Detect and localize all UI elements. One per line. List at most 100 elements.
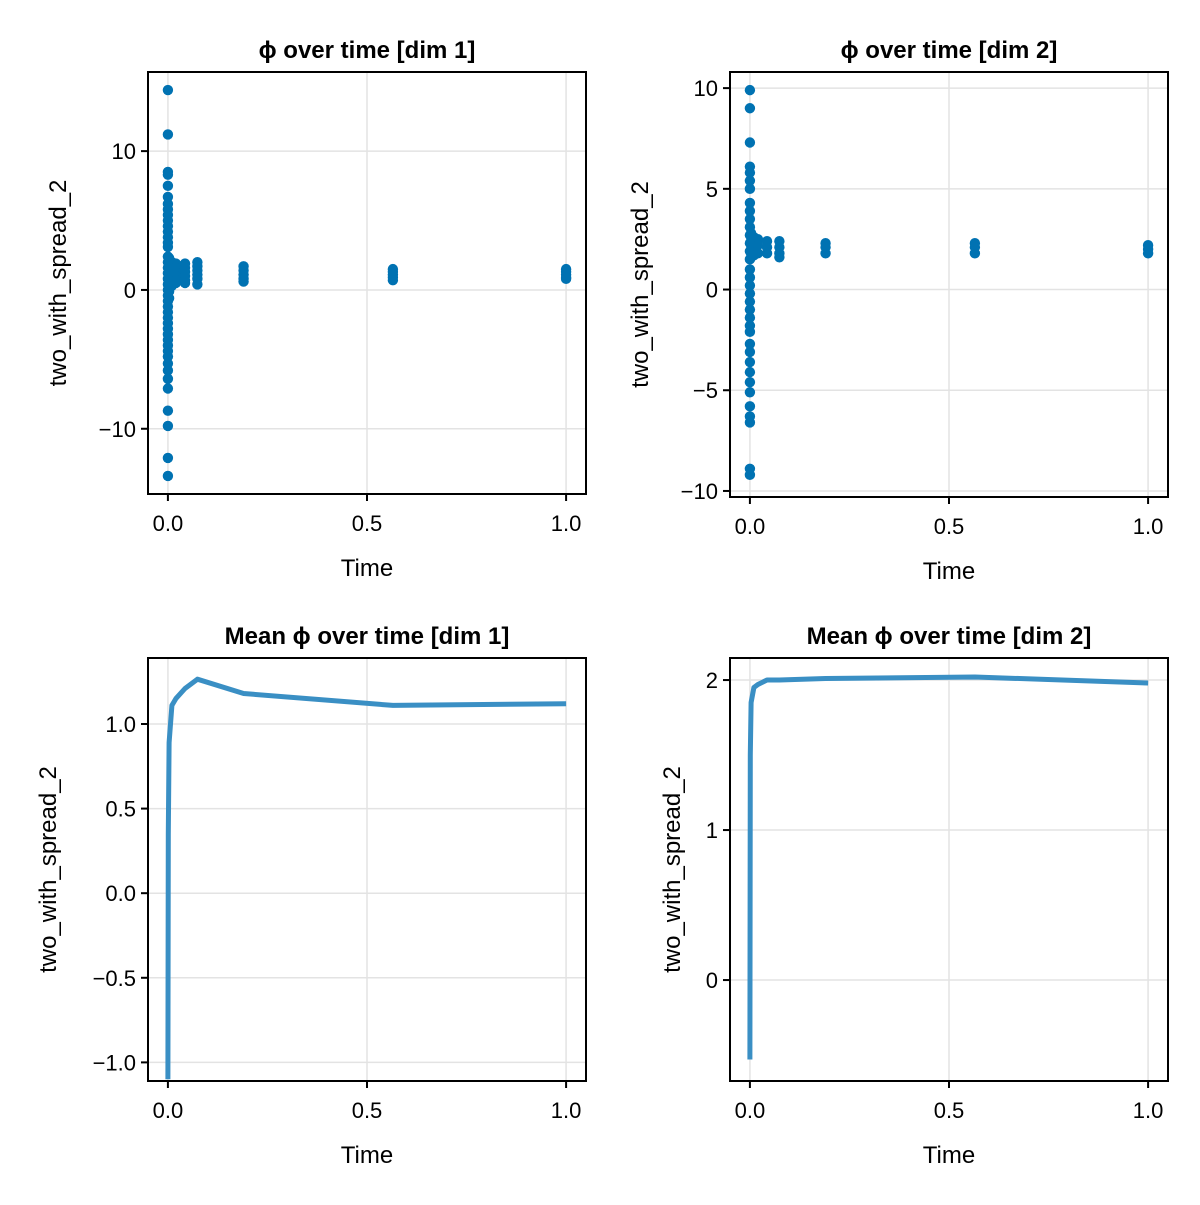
scatter-point (744, 288, 756, 299)
y-tick-label: 5 (706, 177, 718, 202)
scatter-point (162, 452, 174, 464)
y-tick-label: 10 (112, 139, 136, 164)
y-tick-label: 1.0 (105, 712, 136, 737)
scatter-point (744, 103, 756, 114)
y-tick-label: −10 (681, 479, 718, 504)
scatter-point (752, 240, 764, 251)
chart-title: Mean ϕ over time [dim 2] (807, 623, 1092, 650)
x-axis-label: Time (923, 1142, 975, 1169)
scatter-point (744, 356, 756, 368)
scatter-point (162, 420, 174, 432)
scatter-point (744, 401, 756, 412)
scatter-point (744, 296, 756, 307)
chart-title: ϕ over time [dim 2] (841, 37, 1058, 64)
y-tick-label: 1 (706, 818, 718, 843)
scatter-point (744, 312, 756, 323)
scatter-point (761, 248, 773, 259)
x-tick-label: 1.0 (1133, 1098, 1164, 1123)
scatter-point (774, 252, 785, 263)
scatter-point (192, 279, 203, 290)
x-tick-label: 0.0 (153, 511, 184, 536)
panel-2: 0.0 0.5 1.0 −10 −5 0 5 10 ϕ over time [dim 2] Tim… (627, 37, 1169, 585)
y-tick-label: −5 (693, 378, 718, 403)
x-axis-label: Time (341, 1142, 393, 1169)
scatter-point (744, 346, 756, 358)
x-tick-label: 0.5 (934, 514, 965, 539)
scatter-point (744, 469, 756, 481)
scatter-point (744, 264, 756, 275)
x-tick-label: 0.0 (153, 1098, 184, 1123)
scatter-point (170, 277, 182, 289)
scatter-point (969, 248, 981, 259)
chart-title: Mean ϕ over time [dim 1] (225, 623, 510, 650)
scatter-point (744, 137, 756, 148)
y-axis-label: two_with_spread_2 (35, 766, 62, 973)
panel-1: 0.0 0.5 1.0 −10 0 10 ϕ over time [dim 1] Time tw… (45, 37, 587, 582)
y-tick-label: 0 (124, 278, 136, 303)
scatter-point (744, 167, 756, 178)
scatter-point (387, 275, 399, 286)
scatter-point (163, 293, 175, 304)
scatter-point (744, 175, 756, 186)
scatter-point (744, 183, 756, 195)
x-axis-label: Time (341, 555, 393, 582)
scatter-point (560, 273, 572, 285)
x-tick-label: 0.0 (735, 1098, 766, 1123)
x-tick-label: 0.0 (735, 514, 766, 539)
scatter-point (744, 84, 756, 96)
scatter-point (744, 304, 756, 315)
y-tick-label: 0 (706, 968, 718, 993)
x-tick-label: 1.0 (551, 511, 582, 536)
scatter-point (744, 376, 756, 388)
scatter-point (744, 272, 756, 283)
scatter-point (820, 248, 831, 259)
scatter-point (162, 169, 174, 180)
x-tick-label: 1.0 (551, 1098, 582, 1123)
scatter-point (744, 326, 756, 338)
x-tick-label: 0.5 (352, 1098, 383, 1123)
scatter-point (162, 241, 174, 253)
x-tick-label: 1.0 (1133, 514, 1164, 539)
scatter-point (744, 205, 756, 217)
scatter-point (162, 383, 174, 394)
scatter-point (162, 129, 174, 140)
series-line (165, 676, 567, 1080)
scatter-point (744, 197, 756, 209)
y-tick-label: 10 (694, 76, 718, 101)
y-tick-label: 0.0 (105, 881, 136, 906)
y-tick-label: 0.5 (105, 797, 136, 822)
x-tick-label: 0.5 (934, 1098, 965, 1123)
scatter-point (238, 276, 249, 287)
scatter-point (179, 277, 191, 289)
y-axis-label: two_with_spread_2 (627, 181, 654, 388)
series-line (747, 674, 1149, 1060)
scatter-point (162, 365, 174, 376)
scatter-point (1142, 248, 1154, 259)
scatter-point (162, 84, 174, 96)
chart-title: ϕ over time [dim 1] (259, 37, 476, 64)
y-axis-label: two_with_spread_2 (45, 180, 72, 387)
y-axis-label: two_with_spread_2 (659, 766, 686, 973)
scatter-point (744, 338, 756, 350)
scatter-point (744, 366, 756, 378)
y-tick-label: 0 (706, 278, 718, 303)
scatter-point (752, 248, 764, 259)
panel-3: 0.0 0.5 1.0 −1.0 −0.5 0.0 0.5 1.0 Mean ϕ over ti… (35, 623, 587, 1169)
y-tick-label: −1.0 (93, 1050, 136, 1075)
y-tick-label: −0.5 (93, 966, 136, 991)
scatter-point (744, 280, 756, 291)
y-tick-label: 2 (706, 668, 718, 693)
x-axis-label: Time (923, 558, 975, 585)
panel-4: 0.0 0.5 1.0 0 1 2 Mean ϕ over time [dim 2] Time… (659, 623, 1169, 1169)
scatter-point (162, 180, 174, 192)
y-tick-label: −10 (99, 417, 136, 442)
scatter-point (744, 417, 756, 428)
scatter-point (744, 387, 756, 398)
x-tick-label: 0.5 (352, 511, 383, 536)
scatter-point (162, 470, 174, 482)
scatter-point (162, 405, 174, 416)
scatter-point (744, 213, 756, 225)
scatter-point (162, 373, 174, 384)
